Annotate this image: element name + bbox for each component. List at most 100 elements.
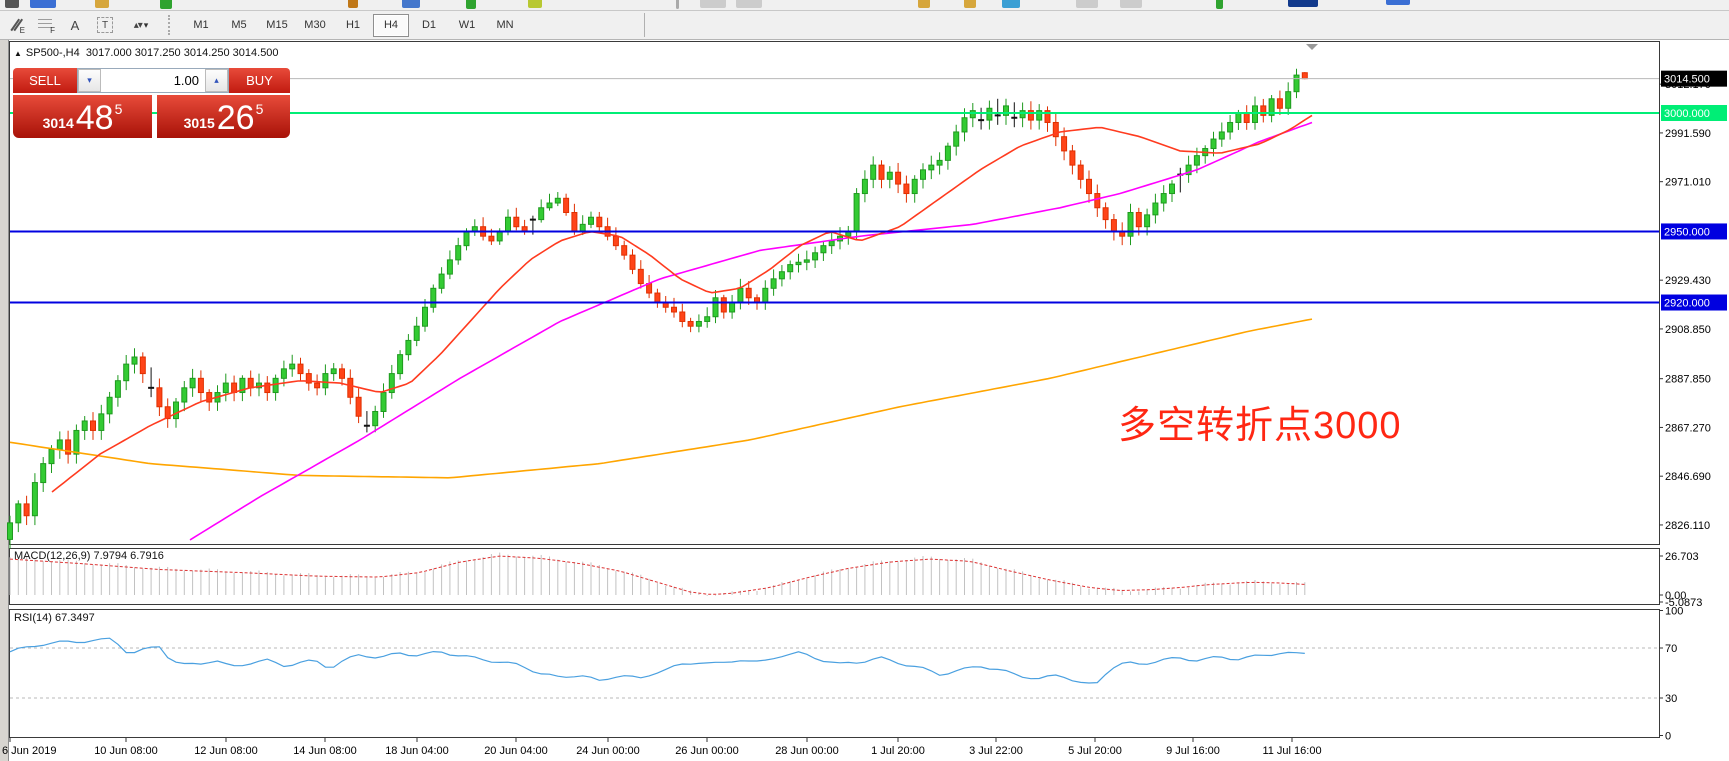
timeframe-button-d1[interactable]: D1: [421, 19, 437, 31]
rsi-axis-label: 30: [1665, 693, 1677, 705]
chart-shift-marker-icon: [1306, 44, 1318, 50]
price-axis: 3012.1702991.5902971.0102929.4302908.850…: [1659, 70, 1727, 532]
time-axis-label: 24 Jun 00:00: [576, 745, 640, 757]
toolbar-icon-fragment[interactable]: [95, 0, 109, 8]
toolbar-icon-fragment[interactable]: [736, 0, 762, 8]
ma_slow-line: [9, 318, 1313, 479]
toolbar-icon-fragment[interactable]: [160, 0, 172, 9]
time-axis-label: 20 Jun 04:00: [484, 745, 548, 757]
toolbar-icon-fragment[interactable]: [1120, 0, 1142, 8]
one-click-trading-panel: SELL ▾ ▴ BUY 3014 48 5 3015 26 5: [13, 68, 290, 138]
timeframe-button-m5[interactable]: M5: [231, 19, 247, 31]
price-axis-label: 2826.110: [1665, 520, 1710, 532]
symbol-label: SP500-,H4: [25, 47, 80, 59]
sell-button[interactable]: SELL: [13, 68, 77, 93]
toolbar-icon-fragment[interactable]: [1386, 0, 1410, 5]
text-label-tool-icon[interactable]: T: [92, 14, 118, 36]
buy-price-display[interactable]: 3015 26 5: [157, 95, 290, 138]
buy-price-big: 26: [216, 99, 255, 137]
panel-borders: [9, 41, 1660, 738]
toolbar-icon-fragment[interactable]: [528, 0, 542, 8]
text-tool-icon[interactable]: A: [62, 14, 88, 36]
toolbar-icon-fragment[interactable]: [1288, 0, 1318, 7]
toolbar-icon-fragment[interactable]: [1216, 0, 1223, 9]
macd-indicator-label: MACD(12,26,9) 7.9794 6.7916: [14, 550, 164, 562]
timeframe-button-m15[interactable]: M15: [266, 19, 288, 31]
volume-increase-button[interactable]: ▴: [205, 69, 228, 92]
macd-axis-label: -5.0873: [1665, 597, 1702, 609]
price-badge: [1661, 223, 1727, 240]
toolbar-icon-fragment[interactable]: [348, 0, 358, 8]
equidistant-channel-icon[interactable]: E: [2, 14, 28, 36]
ma_mid-line: [189, 121, 1313, 541]
price-axis-label: 2929.430: [1665, 275, 1711, 287]
price-badge-label: 3000.000: [1664, 108, 1710, 120]
ma_fast-line: [51, 114, 1313, 493]
macd-axis-label: 26.703: [1665, 551, 1699, 563]
toolbar-icon-fragment[interactable]: [1076, 0, 1098, 8]
time-axis-label: 10 Jun 08:00: [94, 745, 158, 757]
time-axis-label: 14 Jun 08:00: [293, 745, 357, 757]
rsi-indicator-label: RSI(14) 67.3497: [14, 612, 95, 624]
volume-stepper: ▾ ▴: [77, 68, 229, 93]
timeframe-button-mn[interactable]: MN: [496, 19, 514, 31]
arrows-tool-icon[interactable]: ▴▾ ▾: [122, 14, 160, 36]
collapse-arrow-icon: ▲: [14, 49, 22, 58]
price-badge-label: 2950.000: [1664, 226, 1710, 238]
time-axis-label: 12 Jun 08:00: [194, 745, 258, 757]
timeframe-button-h4[interactable]: H4: [373, 13, 409, 37]
price-badge: [1661, 70, 1727, 87]
price-badge-label: 3014.500: [1664, 74, 1710, 86]
fibonacci-icon[interactable]: F: [32, 14, 58, 36]
fibonacci-rows: [38, 19, 52, 31]
arrows-glyph: ▴▾: [133, 19, 143, 31]
volume-decrease-button[interactable]: ▾: [78, 69, 101, 92]
time-axis-label: 3 Jul 22:00: [969, 745, 1023, 757]
macd-panel-layer: [9, 552, 1306, 596]
time-axis: 6 Jun 2019 10 Jun 08:00 12 Jun 08:00 14 Jun…: [2, 738, 1322, 757]
toolbar-icon-fragment[interactable]: [402, 0, 420, 8]
rsi-line: [9, 637, 1305, 684]
time-axis-label: 9 Jul 16:00: [1166, 745, 1220, 757]
sell-price-small: 3014: [42, 115, 74, 131]
macd-axis-label: 0.00: [1665, 590, 1686, 602]
line-studies-and-timeframes-toolbar: E F A T ▴▾ ▾ M1 M5 M15 M30 H1 H4 D1 W1 MN: [0, 11, 1729, 40]
sell-price-sup: 5: [114, 101, 123, 117]
timeframe-buttons: M1 M5 M15 M30 H1 H4 D1 W1 MN: [182, 13, 524, 37]
window-left-frame: [0, 40, 9, 761]
toolbar-separator: [644, 13, 645, 37]
time-axis-label: 26 Jun 00:00: [675, 745, 739, 757]
buy-button[interactable]: BUY: [229, 68, 290, 93]
toolbar-icon-fragment[interactable]: [918, 0, 930, 8]
toolbar-icon-fragment[interactable]: [964, 0, 976, 8]
toolbar-icon-fragment[interactable]: [466, 0, 476, 9]
timeframe-button-h1[interactable]: H1: [345, 19, 361, 31]
chart-text-annotation[interactable]: 多空转折点3000: [1118, 405, 1402, 447]
price-badge: [1661, 294, 1727, 311]
toolbar-icon-fragment[interactable]: [1002, 0, 1020, 8]
toolbar-icon-fragment[interactable]: [676, 0, 679, 9]
buy-price-sup: 5: [255, 101, 264, 117]
rsi-axis-label: 100: [1665, 606, 1683, 618]
moving-averages-layer: [9, 114, 1313, 541]
price-axis-label: 2846.690: [1665, 471, 1711, 483]
price-badge: [1661, 105, 1727, 121]
volume-input[interactable]: [101, 69, 205, 92]
channel-sub-label: E: [19, 26, 25, 35]
rsi-axis-label: 0: [1665, 731, 1671, 743]
time-axis-label: 6 Jun 2019: [2, 745, 56, 757]
toolbar-icon-fragment[interactable]: [5, 0, 19, 8]
timeframe-button-m30[interactable]: M30: [304, 19, 326, 31]
timeframe-button-w1[interactable]: W1: [458, 19, 476, 31]
sell-price-display[interactable]: 3014 48 5: [13, 95, 152, 138]
fibonacci-sub-label: F: [50, 26, 55, 35]
toolbar-drag-handle[interactable]: [168, 15, 174, 35]
toolbar-icon-fragment[interactable]: [700, 0, 726, 8]
time-axis-label: 28 Jun 00:00: [775, 745, 839, 757]
toolbar-icon-fragment[interactable]: [30, 0, 56, 8]
price-axis-label: 2908.850: [1665, 324, 1711, 336]
toolbar-clipped-row: [0, 0, 1729, 11]
timeframe-button-m1[interactable]: M1: [193, 19, 209, 31]
text-tool-glyph: A: [70, 17, 80, 33]
